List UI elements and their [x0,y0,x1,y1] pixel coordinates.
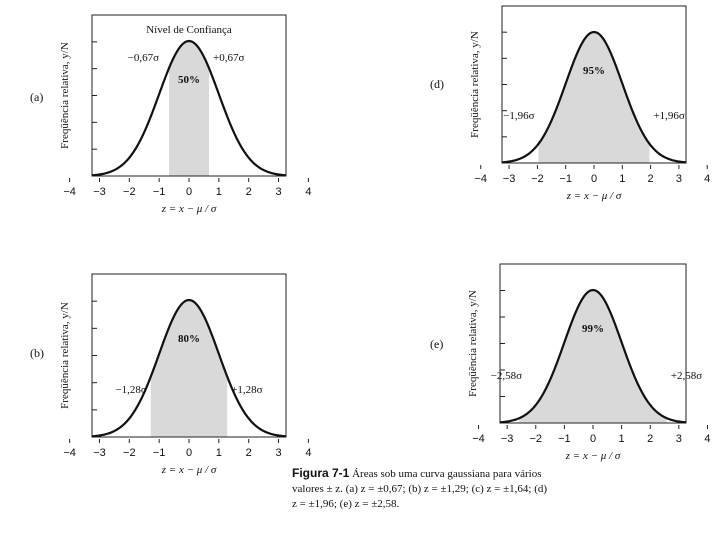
y-axis-label: Freqüência relativa, y/N [59,302,71,409]
x-tick-label: 3 [275,186,281,198]
chart-panel: −4 −3 −2 −1 0 1 2 3 4 z = x − μ / σ Freqüência rel… [30,14,311,215]
x-tick-label: −1 [559,173,572,185]
x-tick-label: 2 [648,173,654,185]
x-tick-label: −1 [558,433,571,445]
x-tick-label: 2 [246,186,252,198]
x-tick-label: 0 [590,433,596,445]
panel-label: (a) [30,90,43,104]
center-percent-label: 80% [178,333,200,345]
y-axis-label: Freqüência relativa, y/N [467,290,479,397]
shaded-area [150,300,228,437]
x-tick-label: 1 [216,186,222,198]
left-sigma-label: −2,58σ [491,370,522,382]
right-sigma-label: +0,67σ [213,52,244,64]
panel-label: (d) [430,77,444,91]
x-tick-label: 2 [246,447,252,459]
x-axis-label: z = x − μ / σ [161,464,217,476]
x-axis-label: z = x − μ / σ [565,450,621,462]
x-tick-label: 2 [647,433,653,445]
gaussian-curve [91,39,287,177]
x-tick-label: 1 [216,447,222,459]
chart-title: Nível de Confiança [146,24,232,36]
x-tick-label: −3 [93,186,106,198]
gaussian-curve [501,30,687,164]
x-tick-label: −2 [123,447,136,459]
y-axis-label: Freqüência relativa, y/N [59,42,71,149]
x-tick-label: 3 [676,433,682,445]
right-sigma-label: +2,58σ [671,370,702,382]
x-tick-label: −2 [529,433,542,445]
x-tick-label: 1 [619,173,625,185]
shaded-area [169,41,209,176]
x-tick-label: −3 [501,433,514,445]
x-tick-label: 3 [676,173,682,185]
x-tick-label: 3 [275,447,281,459]
x-tick-label: −1 [153,186,166,198]
shaded-area [538,32,650,164]
x-tick-label: 4 [305,186,311,198]
left-sigma-label: −1,28σ [115,384,146,396]
chart-panel: −4 −3 −2 −1 0 1 2 3 4 z = x − μ / σ Freqüência rel… [430,263,711,462]
chart-panel: −4 −3 −2 −1 0 1 2 3 4 z = x − μ / σ Freqüência rel… [430,5,710,202]
shaded-area [519,290,667,423]
center-percent-label: 50% [178,74,200,86]
x-tick-label: 0 [186,447,192,459]
x-tick-label: 1 [619,433,625,445]
x-tick-label: 0 [186,186,192,198]
x-tick-label: −3 [503,173,516,185]
x-tick-label: 4 [704,433,710,445]
figure-caption: Figura 7-1 Áreas sob uma curva gaussiana… [292,466,552,512]
x-axis-label: z = x − μ / σ [161,203,217,215]
panel-label: (e) [430,337,443,351]
x-tick-label: −4 [472,433,485,445]
x-tick-label: −4 [63,447,76,459]
center-percent-label: 99% [582,323,604,335]
y-axis-label: Freqüência relativa, y/N [469,31,481,138]
x-tick-label: 4 [704,173,710,185]
x-tick-label: 0 [591,173,597,185]
x-axis-label: z = x − μ / σ [566,190,622,202]
right-sigma-label: +1,28σ [231,384,262,396]
x-tick-label: 4 [305,447,311,459]
gaussian-curve [499,288,687,424]
x-tick-label: −1 [153,447,166,459]
caption-text: Áreas sob uma curva gaussiana para vário… [292,468,548,510]
x-tick-label: −4 [474,173,487,185]
x-tick-label: −2 [123,186,136,198]
x-tick-label: −2 [531,173,544,185]
x-tick-label: −4 [63,186,76,198]
x-tick-label: −3 [93,447,106,459]
panel-label: (b) [30,346,44,360]
center-percent-label: 95% [583,65,605,77]
right-sigma-label: +1,96σ [653,110,684,122]
left-sigma-label: −0,67σ [128,52,159,64]
gaussian-curve [91,298,287,438]
caption-label: Figura 7-1 [292,466,350,480]
chart-panel: −4 −3 −2 −1 0 1 2 3 4 z = x − μ / σ Freqüência rel… [30,273,311,476]
left-sigma-label: −1,96σ [503,110,534,122]
